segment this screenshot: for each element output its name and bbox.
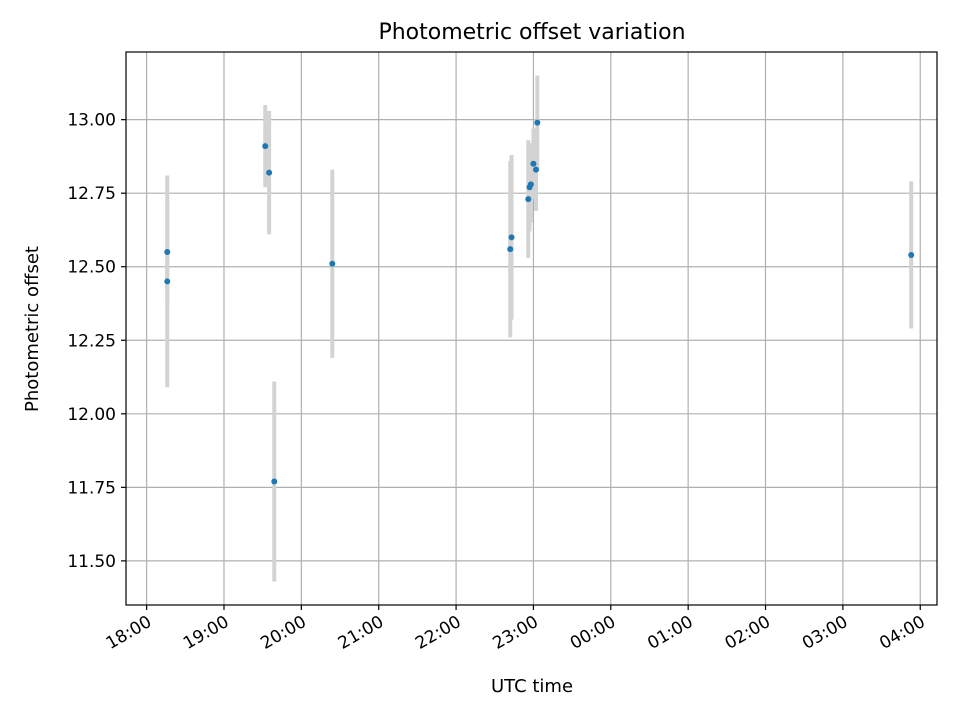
x-tick-label: 18:00 <box>103 612 155 654</box>
data-point <box>908 251 915 258</box>
data-points <box>164 119 915 485</box>
error-bars <box>165 75 914 582</box>
data-point <box>527 181 534 188</box>
y-tick-label: 12.75 <box>67 184 116 204</box>
y-tick-label: 12.50 <box>67 258 116 278</box>
x-tick-label: 02:00 <box>722 612 774 654</box>
y-axis-label: Photometric offset <box>22 246 43 412</box>
y-tick-label: 12.00 <box>67 405 116 425</box>
data-point <box>329 260 336 267</box>
x-axis-label: UTC time <box>491 676 573 697</box>
x-tick-label: 22:00 <box>412 612 464 654</box>
data-point <box>525 196 532 203</box>
data-point <box>271 478 278 485</box>
y-tick-label: 11.50 <box>67 552 116 572</box>
y-tick-label: 12.25 <box>67 331 116 351</box>
data-point <box>262 143 269 150</box>
x-axis-ticks: 18:00 19:00 20:00 21:00 22:00 23:00 00:00 01:00… <box>103 605 929 654</box>
data-point <box>508 234 515 241</box>
data-point <box>266 169 273 176</box>
x-tick-label: 23:00 <box>489 612 541 654</box>
data-point <box>164 278 171 285</box>
x-tick-label: 21:00 <box>335 612 387 654</box>
x-tick-label: 03:00 <box>799 612 851 654</box>
y-tick-label: 13.00 <box>67 111 116 131</box>
data-point <box>534 119 541 126</box>
x-tick-label: 04:00 <box>876 612 928 654</box>
y-tick-label: 11.75 <box>67 478 116 498</box>
y-axis-ticks: 11.50 11.75 12.00 12.25 12.50 12.75 13.00 <box>67 111 126 572</box>
data-point <box>530 160 537 167</box>
data-point <box>164 249 171 256</box>
data-point <box>507 246 514 253</box>
plot-frame <box>125 51 938 606</box>
x-tick-label: 01:00 <box>644 612 696 654</box>
chart-title: Photometric offset variation <box>378 20 685 45</box>
data-point <box>533 166 540 173</box>
x-tick-label: 20:00 <box>257 612 309 654</box>
x-tick-label: 19:00 <box>180 612 232 654</box>
x-tick-label: 00:00 <box>567 612 619 654</box>
